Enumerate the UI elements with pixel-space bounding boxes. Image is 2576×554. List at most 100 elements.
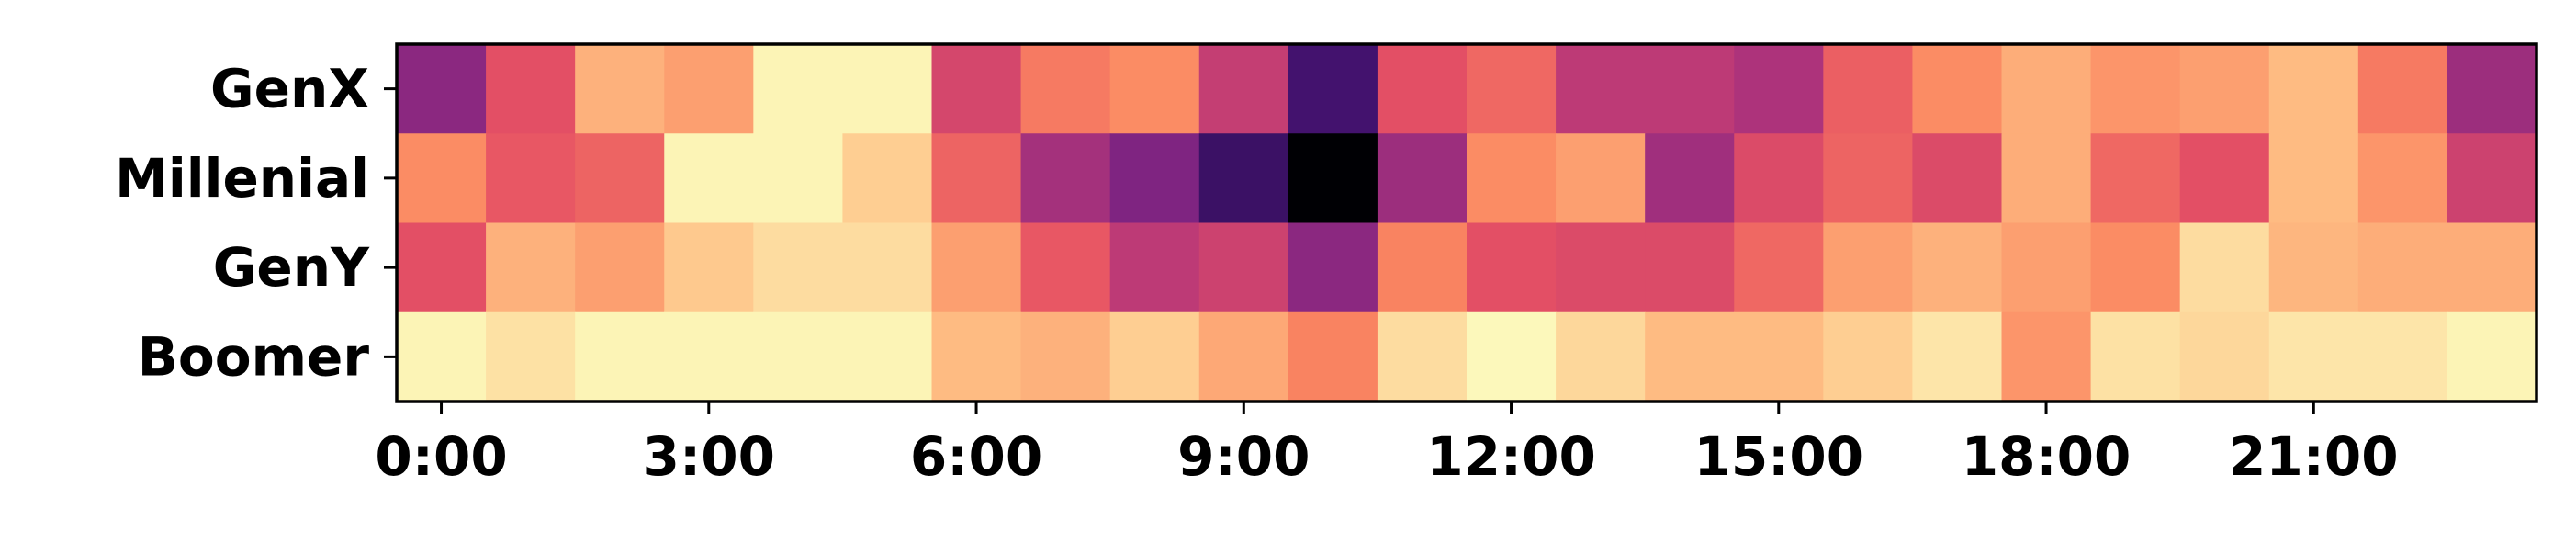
heatmap-cell — [1020, 44, 1111, 134]
heatmap-cell — [1467, 311, 1557, 402]
heatmap-cell — [1823, 133, 1914, 224]
heatmap-cell — [2268, 222, 2359, 313]
heatmap-cell — [2179, 311, 2270, 402]
x-tick-label: 3:00 — [643, 425, 775, 488]
plot-frame — [395, 42, 2538, 403]
heatmap-cell — [1556, 311, 1646, 402]
heatmap-cell — [753, 222, 844, 313]
heatmap-cell — [2447, 222, 2537, 313]
heatmap-cell — [1198, 311, 1289, 402]
heatmap-cell — [486, 311, 576, 402]
heatmap-cell — [2001, 133, 2092, 224]
heatmap-cell — [1823, 311, 1914, 402]
heatmap-cell — [842, 222, 933, 313]
heatmap-cell — [397, 44, 487, 134]
heatmap-cell — [1377, 44, 1468, 134]
heatmap-cell — [1198, 44, 1289, 134]
x-tick-label: 12:00 — [1426, 425, 1596, 488]
x-axis: 0:00 3:00 6:00 9:00 12:00 15:00 18:00 21:00 — [375, 401, 2399, 488]
heatmap-cell — [2357, 133, 2448, 224]
y-axis: GenX Millenial GenY Boomer — [115, 58, 397, 388]
heatmap-cell — [1109, 44, 1200, 134]
y-tick-label: GenY — [213, 236, 370, 299]
heatmap-cell — [1645, 222, 1735, 313]
heatmap-cell — [842, 44, 933, 134]
heatmap-cell — [664, 133, 754, 224]
heatmap-cell — [664, 222, 754, 313]
heatmap-cell — [1377, 222, 1468, 313]
heatmap-cell — [1020, 133, 1111, 224]
heatmap-cell — [2268, 311, 2359, 402]
heatmap-cell — [1734, 133, 1824, 224]
heatmap-cell — [1734, 222, 1824, 313]
heatmap-cell — [1912, 311, 2003, 402]
heatmap-cell — [2447, 133, 2537, 224]
heatmap-cell — [1288, 133, 1378, 224]
heatmap-cell — [753, 133, 844, 224]
heatmap-cell — [2090, 222, 2181, 313]
heatmap-cell — [2357, 222, 2448, 313]
heatmap-cell — [2001, 44, 2092, 134]
x-tick-label: 15:00 — [1693, 425, 1863, 488]
heatmap-cell — [2001, 222, 2092, 313]
heatmap-cell — [575, 44, 665, 134]
heatmap-cell — [2179, 44, 2270, 134]
heatmap-cell — [486, 44, 576, 134]
heatmap-cell — [1645, 44, 1735, 134]
heatmap-cell — [1556, 133, 1646, 224]
heatmap-cell — [1645, 311, 1735, 402]
x-tick-label: 18:00 — [1962, 425, 2132, 488]
heatmap-cell — [1912, 44, 2003, 134]
heatmap-cell — [397, 311, 487, 402]
heatmap-cell — [486, 133, 576, 224]
heatmap-cell — [1645, 133, 1735, 224]
heatmap-cell — [1912, 222, 2003, 313]
heatmap-cells — [397, 44, 2537, 402]
heatmap-cell — [1198, 222, 1289, 313]
heatmap-cell — [1556, 222, 1646, 313]
heatmap-cell — [1288, 311, 1378, 402]
heatmap-cell — [2447, 311, 2537, 402]
heatmap-cell — [2179, 222, 2270, 313]
heatmap-cell — [2447, 44, 2537, 134]
y-tick-label: Millenial — [115, 147, 369, 209]
heatmap-cell — [664, 44, 754, 134]
heatmap-cell — [1288, 44, 1378, 134]
heatmap-cell — [1377, 133, 1468, 224]
heatmap-cell — [2357, 44, 2448, 134]
heatmap-cell — [2357, 311, 2448, 402]
heatmap-cell — [1912, 133, 2003, 224]
heatmap-cell — [1467, 133, 1557, 224]
heatmap-cell — [2179, 133, 2270, 224]
heatmap-cell — [931, 44, 1022, 134]
heatmap-cell — [1109, 311, 1200, 402]
heatmap-cell — [486, 222, 576, 313]
heatmap-cell — [1377, 311, 1468, 402]
heatmap-cell — [1734, 311, 1824, 402]
heatmap-cell — [931, 311, 1022, 402]
heatmap-cell — [1734, 44, 1824, 134]
heatmap-cell — [931, 133, 1022, 224]
heatmap-cell — [753, 311, 844, 402]
heatmap-cell — [1823, 44, 1914, 134]
heatmap-cell — [2001, 311, 2092, 402]
heatmap-cell — [1109, 222, 1200, 313]
heatmap-cell — [1020, 222, 1111, 313]
heatmap-cell — [753, 44, 844, 134]
heatmap-cell — [397, 222, 487, 313]
x-tick-label: 21:00 — [2229, 425, 2399, 488]
heatmap-cell — [2268, 44, 2359, 134]
heatmap-cell — [2090, 311, 2181, 402]
heatmap-cell — [1823, 222, 1914, 313]
heatmap-cell — [664, 311, 754, 402]
heatmap-cell — [1556, 44, 1646, 134]
heatmap-cell — [1467, 222, 1557, 313]
heatmap-cell — [397, 133, 487, 224]
x-tick-label: 0:00 — [375, 425, 507, 488]
heatmap-cell — [1020, 311, 1111, 402]
heatmap-cell — [2268, 133, 2359, 224]
heatmap-cell — [842, 311, 933, 402]
x-tick-label: 9:00 — [1177, 425, 1310, 488]
y-tick-label: GenX — [210, 58, 369, 120]
